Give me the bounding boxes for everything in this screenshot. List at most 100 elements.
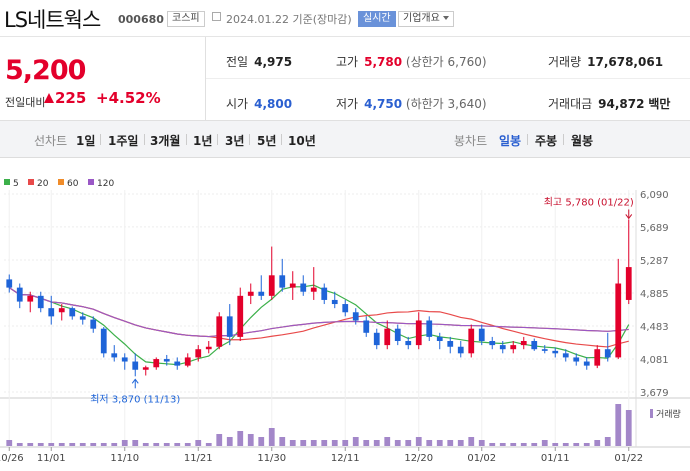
- volume-bar: [69, 443, 76, 446]
- volume-bar: [499, 443, 506, 446]
- x-tick-label: 10/26: [0, 453, 24, 464]
- candle-body: [237, 295, 244, 337]
- candle-body: [552, 350, 559, 354]
- tab-daily[interactable]: 일봉: [499, 134, 522, 148]
- company-info-dropdown[interactable]: 기업개요: [398, 11, 454, 27]
- candle-body: [247, 291, 254, 296]
- y-tick-label: 4,483: [640, 322, 669, 333]
- volume-bar: [58, 443, 65, 446]
- volume-bar: [216, 434, 223, 446]
- realtime-button[interactable]: 실시간: [358, 11, 396, 27]
- candle-chart-label: 봉차트: [454, 134, 488, 148]
- legend-swatch: [28, 179, 34, 185]
- candle-body: [573, 357, 580, 362]
- tab-1w[interactable]: 1주일: [108, 134, 139, 148]
- y-tick-label: 4,081: [640, 355, 669, 366]
- candle-body: [279, 275, 286, 288]
- candle-body: [426, 320, 433, 337]
- volume-bar: [300, 440, 307, 446]
- volume-bar: [79, 443, 86, 446]
- annotation-low-arrowhead: [131, 378, 139, 384]
- tab-3m[interactable]: 3개월: [150, 134, 181, 148]
- x-tick-label: 11/10: [110, 453, 139, 464]
- candle-body: [373, 332, 380, 346]
- prev-close: 전일 4,975: [226, 55, 293, 69]
- candle-body: [205, 346, 212, 350]
- candle-body: [331, 299, 338, 305]
- candle-body: [531, 341, 538, 350]
- volume-bar: [321, 440, 328, 446]
- candle-body: [153, 359, 160, 368]
- x-tick-label: 11/01: [37, 453, 66, 464]
- volume-bar: [121, 440, 128, 446]
- high-price: 고가 5,780 (상한가 6,760): [336, 55, 487, 69]
- volume-bar: [37, 443, 44, 446]
- candle-body: [457, 346, 464, 354]
- y-tick-label: 4,885: [640, 289, 669, 300]
- candle-body: [111, 353, 118, 358]
- volume-bar: [258, 437, 265, 446]
- tab-monthly[interactable]: 월봉: [571, 134, 594, 148]
- tab-3y[interactable]: 3년: [225, 134, 245, 148]
- candle-body: [447, 341, 454, 347]
- x-tick-label: 11/30: [257, 453, 286, 464]
- volume-bar: [615, 404, 622, 446]
- tab-weekly[interactable]: 주봉: [535, 134, 558, 148]
- volume-bar: [205, 443, 212, 446]
- tab-5y[interactable]: 5년: [257, 134, 277, 148]
- volume-bar: [447, 440, 454, 446]
- annotation-low: 최저 3,870 (11/13): [90, 393, 180, 405]
- x-tick-label: 01/22: [614, 453, 643, 464]
- y-tick-label: 6,090: [640, 190, 669, 201]
- annotation-high: 최고 5,780 (01/22): [544, 196, 634, 208]
- stock-header: LS네트웍스 000680 코스피 2024.01.22 기준(장마감) 실시간…: [0, 0, 690, 37]
- volume-bar: [384, 437, 391, 446]
- reference-date: 2024.01.22 기준(장마감): [226, 13, 352, 26]
- volume-bar: [489, 443, 496, 446]
- candle-body: [478, 328, 485, 342]
- candle-body: [594, 349, 601, 366]
- volume-bar: [184, 443, 191, 446]
- candle-body: [615, 283, 622, 358]
- volume-bar: [415, 437, 422, 446]
- candle-body: [352, 312, 359, 321]
- low-price: 저가 4,750 (하한가 3,640): [336, 97, 487, 111]
- volume-bar: [541, 440, 548, 446]
- candle-body: [289, 283, 296, 288]
- stock-code: 000680: [118, 13, 164, 26]
- candle-body: [436, 336, 443, 342]
- y-tick-label: 5,287: [640, 256, 669, 267]
- candle-body: [16, 287, 23, 302]
- volume-bar: [268, 428, 275, 446]
- candle-body: [268, 275, 275, 296]
- volume-bar: [153, 443, 160, 446]
- volume-legend-swatch: [650, 409, 653, 418]
- volume-bar: [100, 443, 107, 446]
- candle-body: [90, 319, 97, 329]
- candle-body: [258, 291, 265, 296]
- volume-bar: [373, 440, 380, 446]
- candle-body: [468, 328, 475, 354]
- volume-bar: [594, 440, 601, 446]
- legend-swatch: [88, 179, 94, 185]
- volume-bar: [510, 443, 517, 446]
- y-tick-label: 3,679: [640, 388, 669, 399]
- tab-1y[interactable]: 1년: [193, 134, 213, 148]
- tab-1d[interactable]: 1일: [76, 134, 96, 148]
- volume-bar: [562, 443, 569, 446]
- volume-bar: [436, 440, 443, 446]
- candle-body: [79, 316, 86, 320]
- volume-bar: [342, 440, 349, 446]
- volume-bar: [27, 443, 34, 446]
- volume-bar: [16, 443, 23, 446]
- candle-body: [604, 349, 611, 358]
- candle-body: [216, 316, 223, 347]
- volume-bar: [111, 443, 118, 446]
- x-tick-label: 01/02: [467, 453, 496, 464]
- volume-bar: [552, 443, 559, 446]
- volume-bar: [394, 440, 401, 446]
- candle-body: [174, 361, 181, 366]
- x-tick-label: 01/11: [541, 453, 570, 464]
- tab-10y[interactable]: 10년: [288, 134, 316, 148]
- legend-swatch: [58, 179, 64, 185]
